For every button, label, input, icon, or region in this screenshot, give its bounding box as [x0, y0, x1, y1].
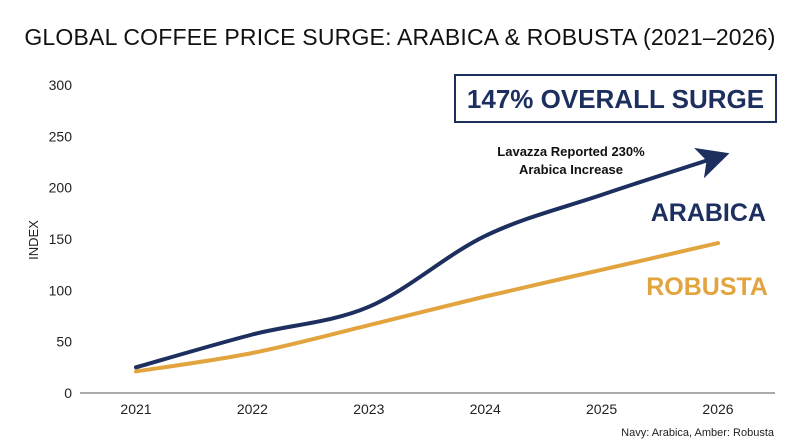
y-tick-label: 50	[56, 334, 72, 350]
y-axis-ticks: 0 50 100 150 200 250 300	[49, 77, 73, 401]
annotation-line-2: Arabica Increase	[519, 162, 623, 177]
x-tick-label: 2021	[120, 401, 151, 417]
robusta-series-label: ROBUSTA	[646, 273, 768, 301]
y-tick-label: 100	[49, 282, 73, 298]
x-tick-label: 2025	[586, 401, 617, 417]
arabica-series-label: ARABICA	[651, 199, 766, 227]
y-axis-label: INDEX	[26, 220, 41, 260]
x-axis-ticks: 2021 2022 2023 2024 2025 2026	[120, 401, 733, 417]
x-tick-label: 2024	[470, 401, 501, 417]
arabica-series-line	[134, 147, 730, 370]
y-tick-label: 250	[49, 128, 73, 144]
series-group	[134, 147, 730, 374]
badge-border	[454, 74, 777, 123]
chart-title: GLOBAL COFFEE PRICE SURGE: ARABICA & ROB…	[24, 24, 775, 50]
annotation-line-1: Lavazza Reported 230%	[497, 144, 645, 159]
footnote: Navy: Arabica, Amber: Robusta	[621, 427, 775, 439]
x-tick-label: 2022	[237, 401, 268, 417]
x-tick-label: 2023	[353, 401, 384, 417]
y-tick-label: 150	[49, 231, 73, 247]
y-tick-label: 200	[49, 180, 73, 196]
y-tick-label: 0	[64, 385, 72, 401]
robusta-series-line	[134, 241, 720, 374]
badge-text: 147% OVERALL SURGE	[467, 84, 764, 114]
x-tick-label: 2026	[702, 401, 733, 417]
y-tick-label: 300	[49, 77, 73, 93]
overall-surge-badge: 147% OVERALL SURGE	[454, 74, 777, 123]
